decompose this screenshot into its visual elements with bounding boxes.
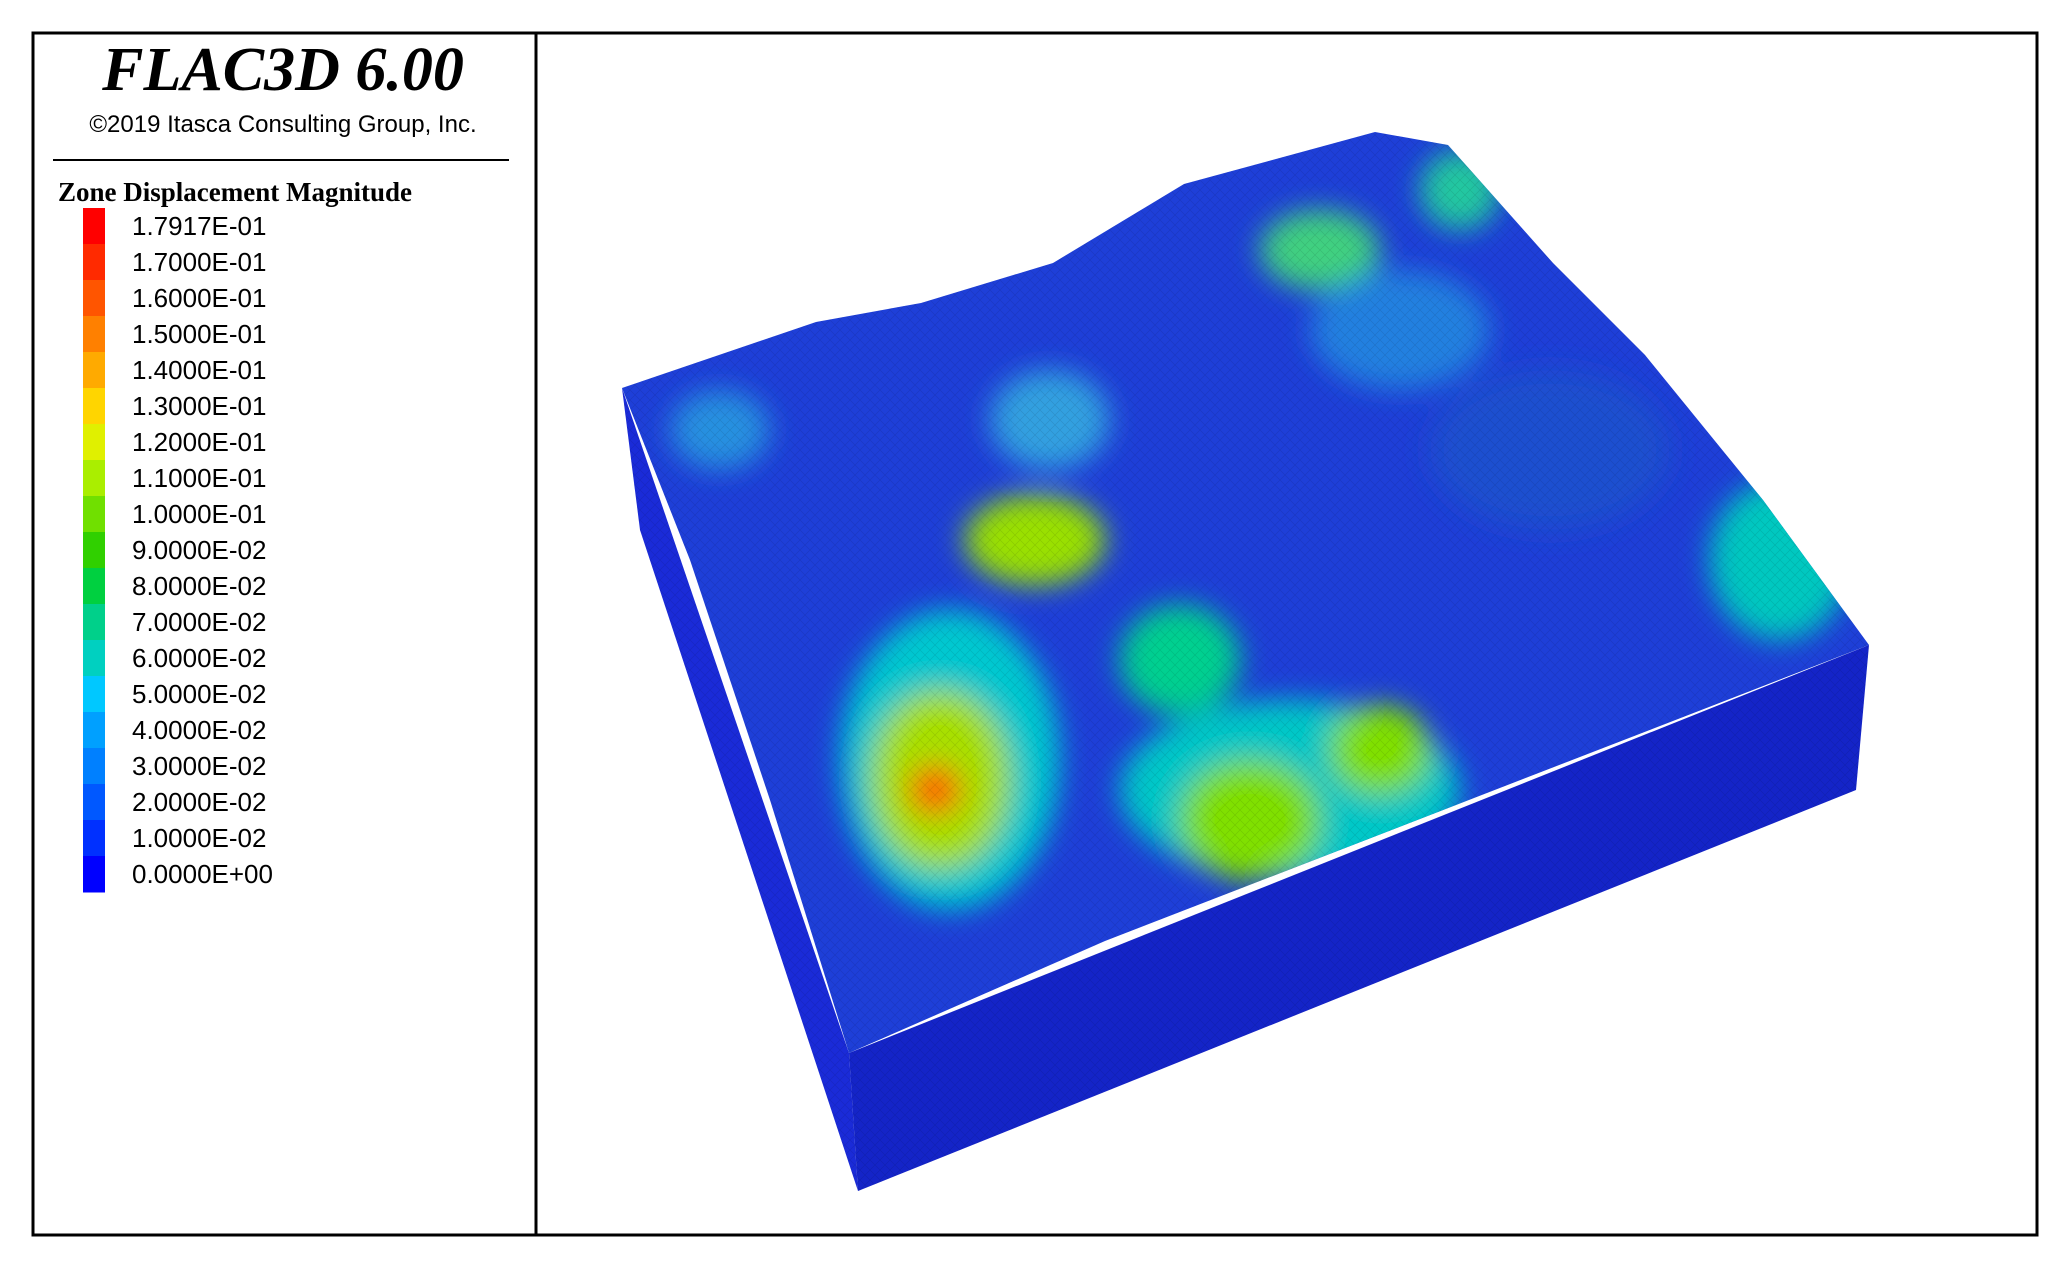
legend-label: 1.7917E-01 [132,211,266,241]
legend-label: 4.0000E-02 [132,715,266,745]
legend-swatch [83,820,105,857]
legend-swatch [83,568,105,605]
legend: 1.7917E-01 1.7000E-01 1.6000E-01 1.5000E-01… [83,208,273,893]
legend-swatch [83,532,105,569]
right-face-mesh [849,645,1869,1191]
legend-swatch [83,352,105,389]
legend-swatch [83,424,105,461]
legend-label: 1.0000E-02 [132,823,266,853]
legend-swatch [83,712,105,749]
legend-swatch [83,244,105,281]
legend-label: 1.4000E-01 [132,355,266,385]
legend-label: 7.0000E-02 [132,607,266,637]
legend-swatch [83,388,105,425]
legend-label: 1.1000E-01 [132,463,266,493]
legend-swatch [83,640,105,677]
legend-label: 5.0000E-02 [132,679,266,709]
legend-swatch [83,280,105,317]
app-title: FLAC3D 6.00 [101,36,464,104]
legend-swatch [83,316,105,353]
legend-label: 1.3000E-01 [132,391,266,421]
legend-label: 2.0000E-02 [132,787,266,817]
legend-label: 1.5000E-01 [132,319,266,349]
legend-swatch [83,856,105,893]
legend-label: 3.0000E-02 [132,751,266,781]
left-face-mesh [622,388,858,1191]
legend-swatch [83,496,105,533]
legend-swatch [83,676,105,713]
legend-swatch [83,748,105,785]
legend-label: 1.7000E-01 [132,247,266,277]
legend-swatch [83,784,105,821]
legend-label: 1.6000E-01 [132,283,266,313]
legend-label: 0.0000E+00 [132,859,273,889]
legend-label: 8.0000E-02 [132,571,266,601]
legend-label: 1.0000E-01 [132,499,266,529]
copyright: ©2019 Itasca Consulting Group, Inc. [89,111,476,138]
legend-label: 6.0000E-02 [132,643,266,673]
legend-label: 1.2000E-01 [132,427,266,457]
legend-swatch [83,604,105,641]
legend-label: 9.0000E-02 [132,535,266,565]
legend-swatch [83,460,105,497]
legend-title: Zone Displacement Magnitude [58,177,412,207]
legend-swatch [83,208,105,245]
